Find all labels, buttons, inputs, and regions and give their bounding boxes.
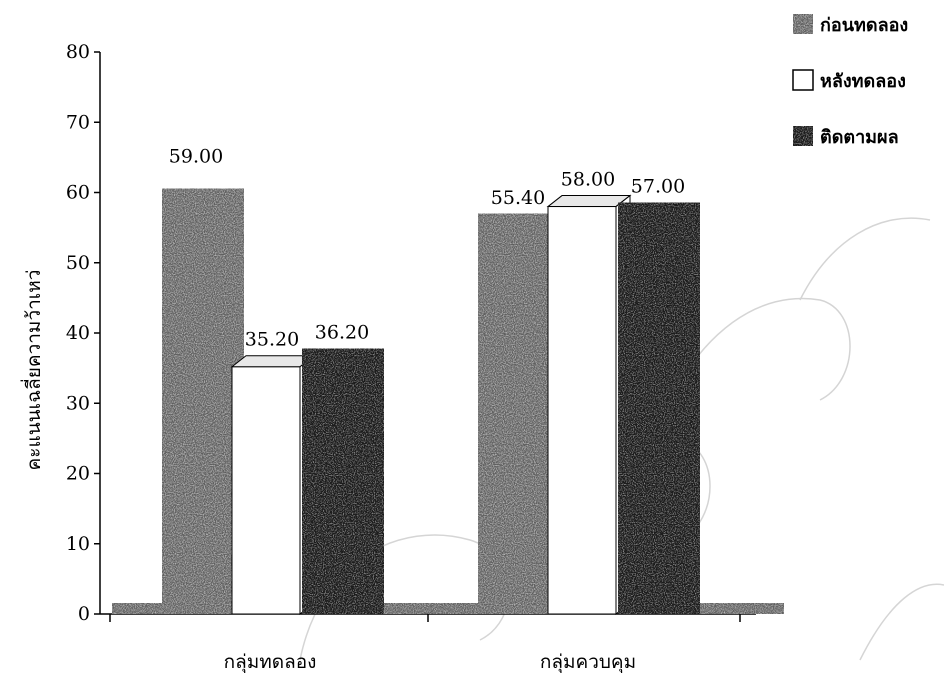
bar-front	[617, 213, 687, 615]
bar	[300, 347, 386, 616]
bar-front	[301, 359, 371, 615]
data-label: 59.00	[169, 146, 223, 168]
legend-swatch	[792, 125, 814, 147]
legend-swatch	[792, 13, 814, 35]
y-tick-label: 20	[66, 463, 90, 485]
legend-swatch	[792, 69, 814, 91]
y-tick-label: 10	[66, 533, 90, 555]
y-tick-label: 60	[66, 182, 90, 204]
data-label: 58.00	[561, 169, 615, 191]
category-label: กลุ่มทดลอง	[224, 651, 317, 674]
data-label: 57.00	[631, 176, 685, 198]
y-tick-label: 40	[66, 322, 90, 344]
y-tick-label: 70	[66, 111, 90, 133]
bar-side	[685, 201, 701, 616]
legend-label: ก่อนทดลอง	[820, 15, 908, 36]
data-label: 35.20	[245, 329, 299, 351]
data-label: 36.20	[315, 322, 369, 344]
y-tick-label: 30	[66, 392, 90, 414]
bar-front	[477, 224, 547, 615]
legend-item: ติดตามผล	[792, 125, 899, 148]
floor-plate	[689, 602, 785, 615]
legend-label: ติดตามผล	[820, 127, 899, 148]
y-tick-label: 0	[78, 603, 90, 625]
bar	[616, 201, 702, 616]
legend-item: หลังทดลอง	[792, 69, 906, 92]
category-label: กลุ่มควบคุม	[540, 651, 636, 674]
bar-front	[161, 199, 231, 615]
bar-front	[547, 206, 617, 615]
bar-side	[369, 347, 385, 616]
y-axis-title: คะแนนเฉลี่ยความว้าเหว่	[20, 270, 45, 471]
y-tick-label: 50	[66, 252, 90, 274]
y-tick-label: 80	[66, 41, 90, 63]
value-labels: 59.00 35.20 36.20 55.40 58.00 57.00	[169, 146, 685, 351]
legend-label: หลังทดลอง	[820, 71, 906, 92]
bar-front	[231, 366, 301, 615]
data-label: 55.40	[491, 187, 545, 209]
legend-item: ก่อนทดลอง	[792, 13, 908, 36]
bars	[160, 187, 702, 616]
